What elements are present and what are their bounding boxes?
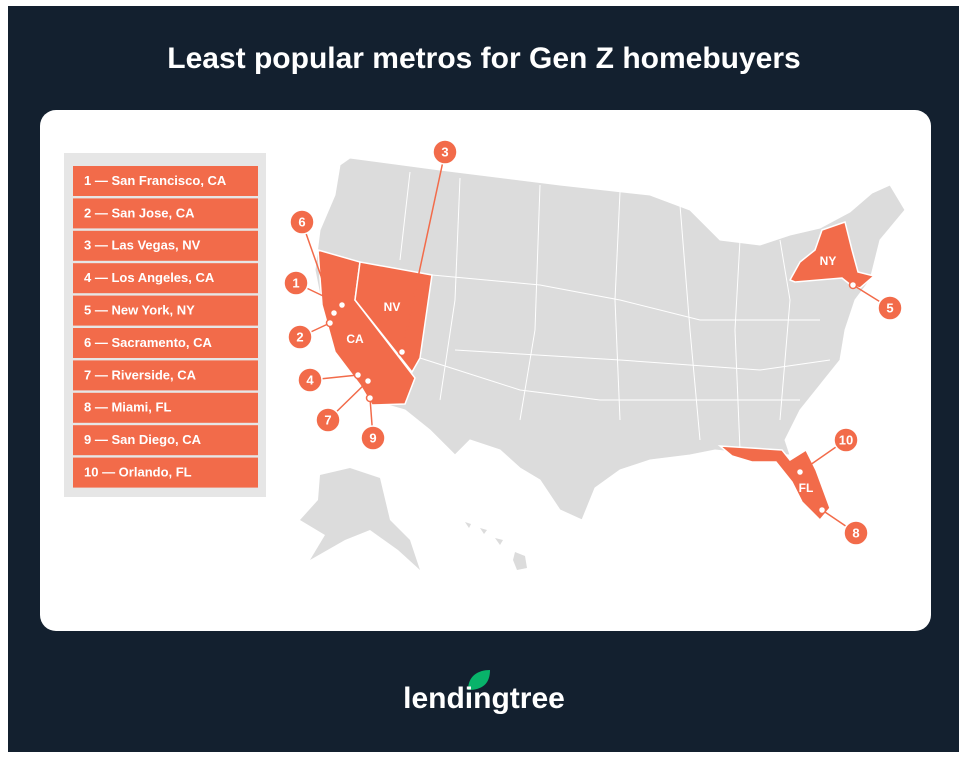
marker-label: 10 [839,432,853,447]
marker: 1 [283,270,309,296]
legend-item-bg [73,166,258,196]
state-fl [717,445,831,522]
metro-point [817,505,827,515]
legend-item-bg [73,457,258,488]
legend: 1 — San Francisco, CA 2 — San Jose, CA 3 —… [73,166,258,488]
marker-label: 7 [324,412,331,427]
marker-label: 9 [369,430,376,445]
marker-label: 3 [441,144,448,159]
metro-point [363,376,373,386]
legend-item: 3 — Las Vegas, NV [73,230,258,261]
marker-circle [289,209,315,235]
metro-point [365,393,375,403]
metro-points [325,280,858,515]
legend-item: 1 — San Francisco, CA [73,166,258,196]
marker: 4 [297,367,323,393]
marker-label: 1 [292,275,299,290]
marker-circle [315,407,341,433]
legend-item-bg [73,263,258,294]
logo-text: lendingtree [403,682,565,715]
state-ny [788,221,876,289]
state-label: CA [346,332,364,346]
legend-item-text: 4 — Los Angeles, CA [84,270,215,285]
marker: 5 [877,295,903,321]
marker-label: 6 [298,214,305,229]
legend-item-bg [73,230,258,261]
metro-point [397,347,407,357]
legend-item-text: 7 — Riverside, CA [84,367,197,382]
marker-circle [432,139,458,165]
state-label: NY [820,254,837,268]
legend-item: 10 — Orlando, FL [73,457,258,488]
marker-circle [287,324,313,350]
marker-label: 8 [852,525,859,540]
legend-item-text: 3 — Las Vegas, NV [84,238,201,253]
title: Least popular metros for Gen Z homebuyer… [167,42,800,75]
metro-point [848,280,858,290]
state-nv [354,261,433,374]
metro-point [337,300,347,310]
marker: 7 [315,407,341,433]
marker: 8 [843,520,869,546]
legend-item-text: 8 — Miami, FL [84,400,171,415]
legend-item-bg [73,425,258,456]
marker-label: 5 [886,300,893,315]
state-borders [399,171,831,451]
legend-item-bg [73,360,258,391]
legend-item-text: 10 — Orlando, FL [84,465,192,480]
marker: 6 [289,209,315,235]
legend-item-bg [73,198,258,229]
marker-circle [297,367,323,393]
marker: 9 [360,425,386,451]
legend-item-text: 5 — New York, NY [84,303,195,318]
marker-circle [877,295,903,321]
marker: 3 [432,139,458,165]
marker: 10 [833,427,859,453]
logo: lendingtree [403,670,565,715]
legend-item-text: 6 — Sacramento, CA [84,335,212,350]
marker-circle [833,427,859,453]
state-label: NV [384,300,401,314]
marker-label: 2 [296,329,303,344]
marker: 2 [287,324,313,350]
legend-item-bg [73,295,258,326]
marker-circle [283,270,309,296]
legend-item: 9 — San Diego, CA [73,425,258,456]
legend-item: 7 — Riverside, CA [73,360,258,391]
metro-point [329,308,339,318]
metro-point [353,370,363,380]
marker-label: 4 [306,372,314,387]
legend-item: 5 — New York, NY [73,295,258,326]
legend-item-text: 9 — San Diego, CA [84,432,202,447]
hawaii [465,522,527,570]
logo-leaf [468,670,490,690]
legend-item-bg [73,392,258,423]
marker-circle [360,425,386,451]
legend-item: 8 — Miami, FL [73,392,258,423]
marker-circle [843,520,869,546]
metro-point [325,318,335,328]
us-map [300,157,906,570]
metro-point [795,467,805,477]
legend-item: 2 — San Jose, CA [73,198,258,229]
legend-item: 6 — Sacramento, CA [73,328,258,358]
legend-item: 4 — Los Angeles, CA [73,263,258,294]
legend-item-text: 2 — San Jose, CA [84,205,195,220]
alaska [300,468,420,570]
legend-item-bg [73,328,258,358]
leader-line [401,151,446,353]
state-label: FL [799,481,814,495]
markers: 1 2 3 4 5 6 7 8 9 10 [283,139,903,546]
legend-item-text: 1 — San Francisco, CA [84,173,227,188]
